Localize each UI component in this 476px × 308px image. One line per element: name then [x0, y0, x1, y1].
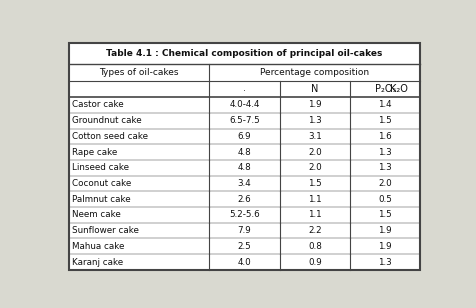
Text: 2.0: 2.0	[308, 163, 322, 172]
Text: 4.8: 4.8	[238, 148, 251, 156]
Text: 0.9: 0.9	[308, 257, 322, 266]
Text: Coconut cake: Coconut cake	[72, 179, 132, 188]
Text: 0.8: 0.8	[308, 242, 322, 251]
Text: Mahua cake: Mahua cake	[72, 242, 125, 251]
Text: 1.1: 1.1	[308, 210, 322, 219]
Text: 1.3: 1.3	[378, 163, 392, 172]
Text: 2.5: 2.5	[238, 242, 251, 251]
Text: 2.6: 2.6	[238, 195, 251, 204]
Text: P₂O₅: P₂O₅	[375, 84, 396, 94]
Text: 1.9: 1.9	[378, 226, 392, 235]
Text: K₂O: K₂O	[390, 84, 408, 94]
Text: 0.5: 0.5	[378, 195, 392, 204]
Text: 2.0: 2.0	[378, 179, 392, 188]
Text: Karanj cake: Karanj cake	[72, 257, 124, 266]
Text: Neem cake: Neem cake	[72, 210, 121, 219]
Text: Table 4.1 : Chemical composition of principal oil-cakes: Table 4.1 : Chemical composition of prin…	[106, 49, 383, 58]
Text: 2.2: 2.2	[308, 226, 322, 235]
Text: 1.9: 1.9	[308, 100, 322, 109]
Text: Castor cake: Castor cake	[72, 100, 124, 109]
Text: 1.5: 1.5	[378, 116, 392, 125]
Text: 3.4: 3.4	[238, 179, 251, 188]
Text: 1.3: 1.3	[308, 116, 322, 125]
Text: 3.1: 3.1	[308, 132, 322, 141]
Text: Palmnut cake: Palmnut cake	[72, 195, 131, 204]
Text: 4.0-4.4: 4.0-4.4	[229, 100, 260, 109]
Text: 1.4: 1.4	[378, 100, 392, 109]
Text: 1.9: 1.9	[378, 242, 392, 251]
Text: 1.5: 1.5	[308, 179, 322, 188]
Text: Sunflower cake: Sunflower cake	[72, 226, 139, 235]
Text: Groundnut cake: Groundnut cake	[72, 116, 142, 125]
Text: 2.0: 2.0	[308, 148, 322, 156]
Text: 4.0: 4.0	[238, 257, 251, 266]
Text: 6.9: 6.9	[238, 132, 251, 141]
Text: 5.2-5.6: 5.2-5.6	[229, 210, 260, 219]
Text: Types of oil-cakes: Types of oil-cakes	[99, 68, 179, 77]
Text: 1.5: 1.5	[378, 210, 392, 219]
Text: Cotton seed cake: Cotton seed cake	[72, 132, 149, 141]
Text: 1.3: 1.3	[378, 257, 392, 266]
Text: 1.3: 1.3	[378, 148, 392, 156]
Text: 1.1: 1.1	[308, 195, 322, 204]
Text: Percentage composition: Percentage composition	[260, 68, 369, 77]
Text: Rape cake: Rape cake	[72, 148, 118, 156]
Text: 6.5-7.5: 6.5-7.5	[229, 116, 260, 125]
Text: Linseed cake: Linseed cake	[72, 163, 129, 172]
Text: 4.8: 4.8	[238, 163, 251, 172]
Text: 1.6: 1.6	[378, 132, 392, 141]
Text: .: .	[243, 84, 246, 93]
Text: N: N	[311, 84, 318, 94]
Text: 7.9: 7.9	[238, 226, 251, 235]
